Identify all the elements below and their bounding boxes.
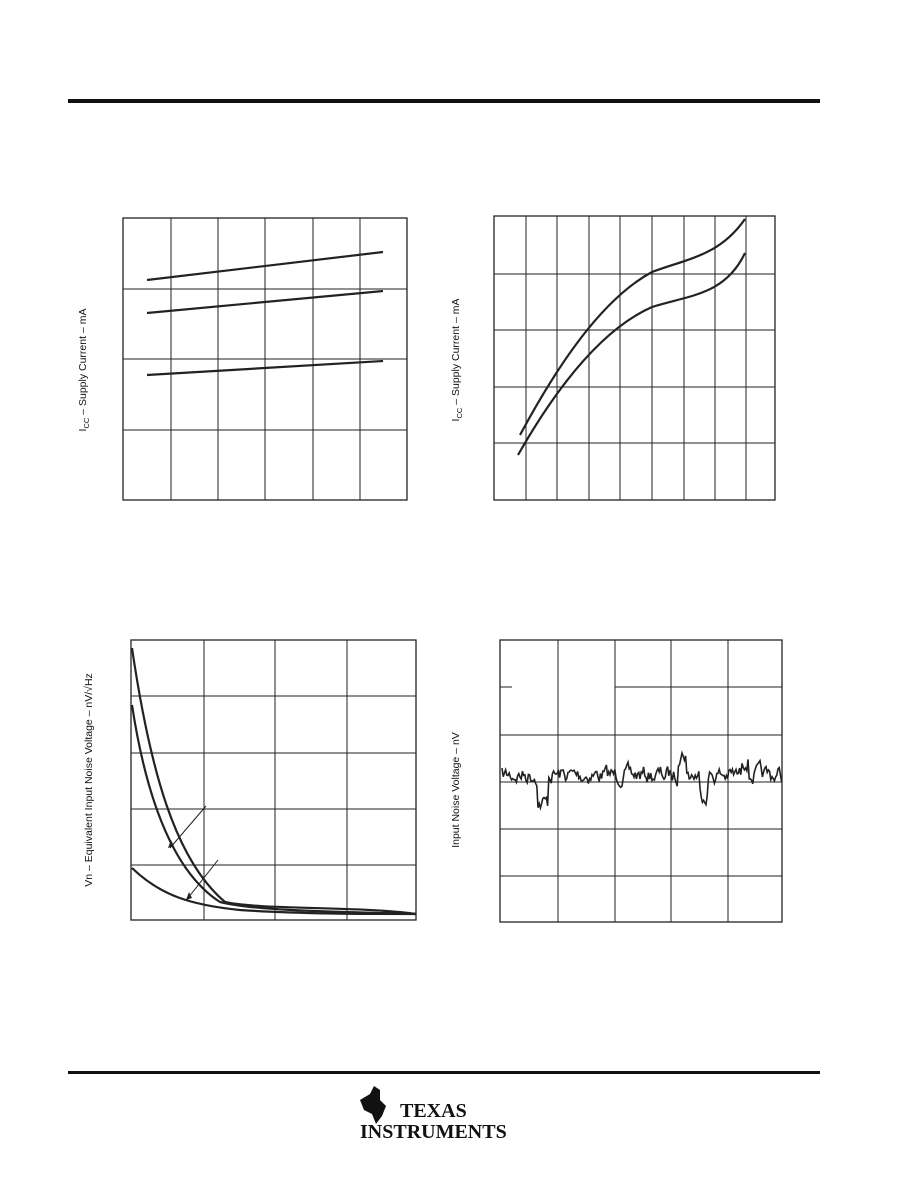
curve xyxy=(130,647,417,916)
label-part: I xyxy=(77,429,89,432)
bottom-rule xyxy=(68,1071,820,1074)
curve xyxy=(519,218,746,436)
label-sub: CC xyxy=(82,417,91,428)
plot-frame xyxy=(130,639,417,921)
chart-4: Input Noise Voltage – nV xyxy=(450,639,783,923)
y-axis-label: ICC – Supply Current – mA xyxy=(77,309,91,432)
noise-trace xyxy=(501,750,783,812)
chart-3: Vn – Equivalent Input Noise Voltage – nV… xyxy=(83,639,417,921)
label-part: I xyxy=(450,419,462,422)
plot-frame xyxy=(499,639,783,923)
top-rule xyxy=(68,99,820,103)
y-axis-label: Input Noise Voltage – nV xyxy=(450,732,462,848)
y-axis-label: ICC – Supply Current – mA xyxy=(450,299,464,422)
logo-icon xyxy=(360,1086,386,1124)
curve xyxy=(146,359,384,377)
logo-text: TEXAS xyxy=(400,1100,467,1122)
grid xyxy=(131,640,416,920)
label-part: – Supply Current – mA xyxy=(450,299,462,408)
grid xyxy=(500,640,782,922)
curve xyxy=(146,250,384,282)
y-axis-label: Vn – Equivalent Input Noise Voltage – nV… xyxy=(83,673,95,887)
chart-2: ICC – Supply Current – mA xyxy=(450,215,776,501)
curve xyxy=(517,252,746,456)
callout-arrow xyxy=(168,840,192,900)
curve xyxy=(131,867,417,916)
curve xyxy=(130,704,417,916)
plot-frame xyxy=(493,215,776,501)
label-part: – Supply Current – mA xyxy=(77,309,89,418)
chart-1: ICC – Supply Current – mA xyxy=(77,217,408,501)
curve xyxy=(146,289,384,315)
grid xyxy=(123,218,407,500)
callout-line xyxy=(169,805,219,899)
ti-logo: TEXAS INSTRUMENTS xyxy=(360,1086,507,1143)
label-sub: CC xyxy=(455,407,464,418)
grid xyxy=(494,216,775,500)
logo-text: INSTRUMENTS xyxy=(360,1121,507,1143)
